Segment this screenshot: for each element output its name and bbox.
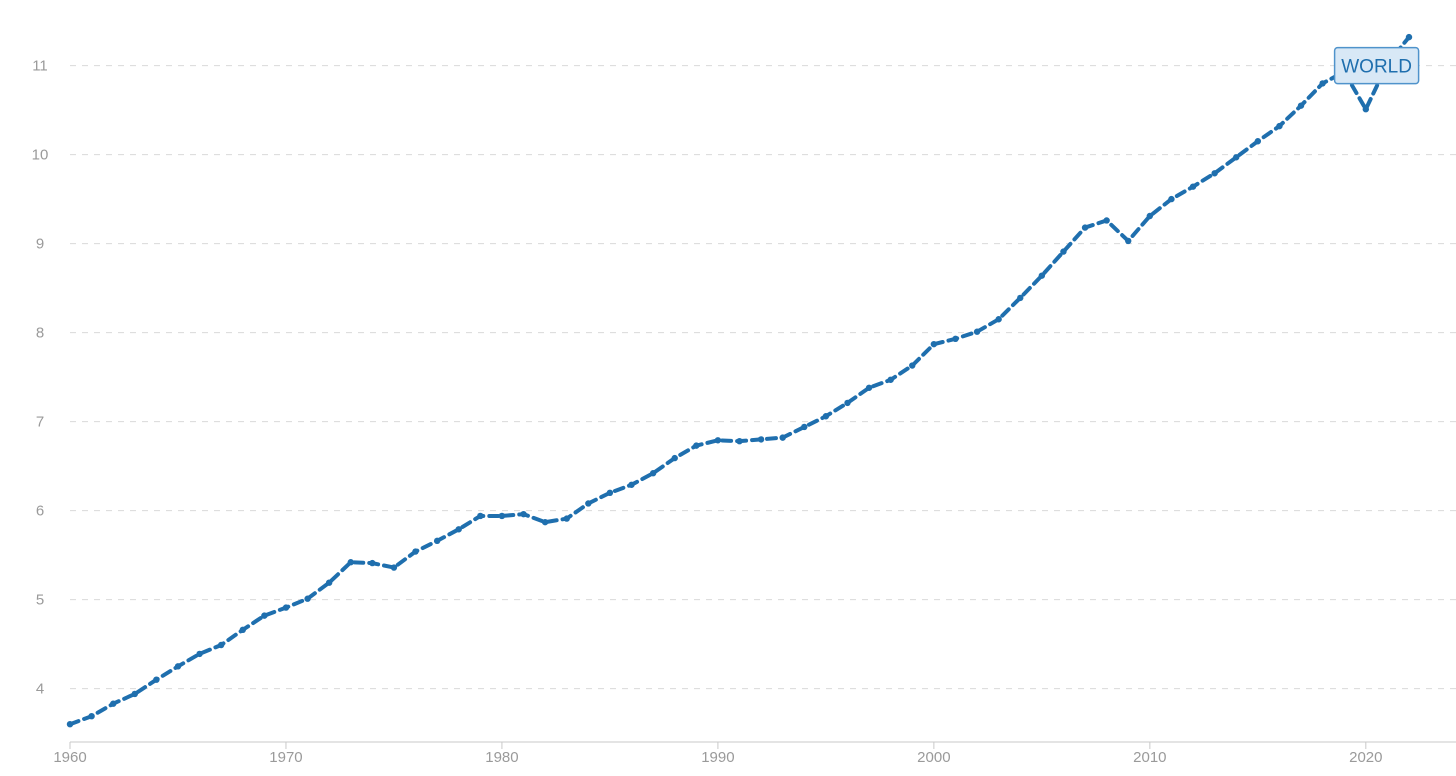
data-point-1999[interactable] xyxy=(909,362,916,369)
data-point-1963[interactable] xyxy=(131,690,138,698)
data-point-2004[interactable] xyxy=(1017,294,1024,302)
x-tick-label-3: 1990 xyxy=(701,749,734,766)
data-point-1971[interactable] xyxy=(304,595,311,602)
y-tick-label-0: 4 xyxy=(36,681,44,698)
x-tick-label-0: 1960 xyxy=(53,749,86,766)
data-point-1998[interactable] xyxy=(887,376,894,383)
data-point-2014[interactable] xyxy=(1233,154,1240,161)
data-point-2010[interactable] xyxy=(1146,212,1154,220)
data-point-1992[interactable] xyxy=(757,436,765,443)
y-tick-label-5: 9 xyxy=(36,236,44,253)
data-point-1979[interactable] xyxy=(477,512,484,520)
grid-layer xyxy=(70,65,1456,690)
data-point-2008[interactable] xyxy=(1103,217,1110,224)
data-point-1973[interactable] xyxy=(347,559,354,566)
data-point-2013[interactable] xyxy=(1211,170,1218,177)
axis-layer: 4 5 6 7 8 9 10 11 1960 1970 1980 1990 2000 2010 2020 xyxy=(32,58,1456,766)
data-point-2006[interactable] xyxy=(1060,248,1067,255)
data-point-1991[interactable] xyxy=(736,437,743,445)
data-point-1989[interactable] xyxy=(693,442,700,449)
y-tick-label-6: 10 xyxy=(32,147,49,164)
data-point-1980[interactable] xyxy=(498,512,506,520)
data-point-2018[interactable] xyxy=(1319,80,1326,87)
data-point-1967[interactable] xyxy=(217,641,225,649)
data-point-1981[interactable] xyxy=(520,510,527,518)
y-tick-label-7: 11 xyxy=(32,58,48,75)
data-point-1960[interactable] xyxy=(66,721,74,728)
data-point-2003[interactable] xyxy=(995,316,1002,323)
data-point-1993[interactable] xyxy=(779,434,786,441)
data-point-2009[interactable] xyxy=(1125,237,1132,245)
x-tick-label-4: 2000 xyxy=(917,749,950,766)
data-point-1983[interactable] xyxy=(563,515,570,522)
data-point-1972[interactable] xyxy=(325,579,333,586)
y-tick-label-1: 5 xyxy=(36,592,44,609)
data-point-2000[interactable] xyxy=(930,340,938,348)
data-point-1997[interactable] xyxy=(865,384,873,391)
data-point-2005[interactable] xyxy=(1038,272,1046,279)
data-point-1977[interactable] xyxy=(433,537,441,545)
data-point-1995[interactable] xyxy=(822,413,830,420)
data-point-1990[interactable] xyxy=(714,437,722,444)
y-tick-label-3: 7 xyxy=(36,414,44,431)
data-point-1966[interactable] xyxy=(196,650,203,658)
data-point-1984[interactable] xyxy=(585,500,592,507)
data-point-1975[interactable] xyxy=(390,564,398,571)
x-tick-label-2: 1980 xyxy=(485,749,518,766)
data-point-1978[interactable] xyxy=(455,526,462,533)
data-point-2007[interactable] xyxy=(1081,224,1089,231)
data-point-1986[interactable] xyxy=(628,481,635,488)
annotation-layer: WORLD xyxy=(1333,46,1420,85)
data-point-1985[interactable] xyxy=(606,489,614,496)
data-point-1994[interactable] xyxy=(801,423,808,431)
data-point-1974[interactable] xyxy=(369,559,376,567)
data-point-2015[interactable] xyxy=(1254,138,1262,145)
y-tick-label-4: 8 xyxy=(36,325,44,342)
data-point-1961[interactable] xyxy=(88,712,95,720)
series-line-0 xyxy=(68,35,1411,727)
series-label-box xyxy=(1333,46,1420,85)
data-point-1969[interactable] xyxy=(261,612,268,619)
data-point-2011[interactable] xyxy=(1168,195,1175,203)
x-tick-label-5: 2010 xyxy=(1133,749,1166,766)
data-point-1996[interactable] xyxy=(844,399,851,407)
x-tick-label-1: 1970 xyxy=(269,749,302,766)
data-point-1987[interactable] xyxy=(649,470,657,477)
data-point-1964[interactable] xyxy=(153,676,160,683)
data-point-1968[interactable] xyxy=(239,626,246,634)
data-point-2020[interactable] xyxy=(1362,106,1370,113)
series-layer xyxy=(66,33,1413,728)
data-point-1988[interactable] xyxy=(671,454,678,462)
data-point-2022[interactable] xyxy=(1405,33,1413,41)
y-tick-label-2: 6 xyxy=(36,503,44,520)
data-point-1965[interactable] xyxy=(174,663,182,670)
data-point-1970[interactable] xyxy=(282,604,290,611)
data-point-1976[interactable] xyxy=(412,548,419,555)
data-point-2017[interactable] xyxy=(1297,102,1305,109)
data-point-1962[interactable] xyxy=(109,700,117,707)
data-point-2001[interactable] xyxy=(952,335,959,343)
data-point-2002[interactable] xyxy=(973,328,981,335)
data-point-2016[interactable] xyxy=(1276,122,1283,130)
x-tick-label-6: 2020 xyxy=(1349,749,1382,766)
data-point-2012[interactable] xyxy=(1189,183,1197,190)
series-label-text: WORLD xyxy=(1341,57,1412,78)
data-point-1982[interactable] xyxy=(541,518,549,526)
